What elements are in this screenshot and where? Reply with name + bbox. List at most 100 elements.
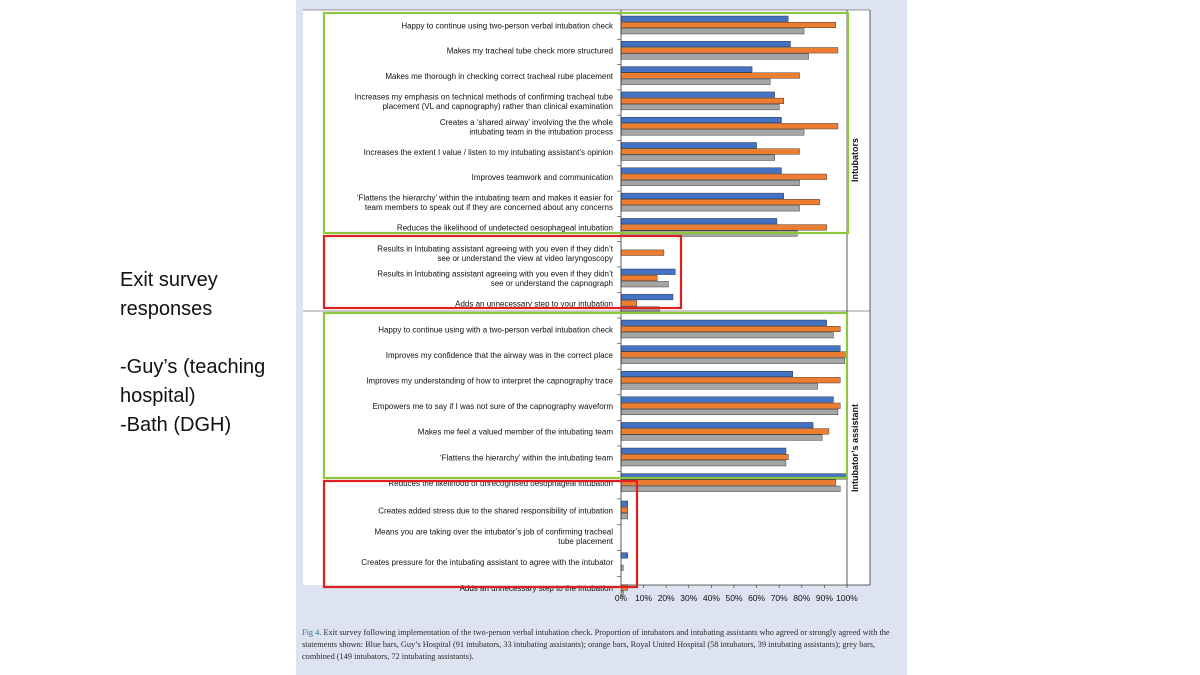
bar-blue (620, 500, 628, 507)
bar-blue (620, 91, 775, 98)
bar-blue (620, 345, 841, 352)
category-label: placement (VL and capnography) rather th… (382, 102, 613, 111)
caption-text: Exit survey following implementation of … (302, 628, 890, 661)
bar-grey (620, 205, 800, 212)
figure-caption: Fig 4. Exit survey following implementat… (302, 627, 902, 663)
category-label: Happy to continue using with a two-perso… (378, 325, 614, 334)
x-tick-label: 90% (816, 593, 833, 603)
category-label: Creates a ‘shared airway’ involving the … (440, 118, 614, 127)
bar-blue (620, 294, 674, 301)
category-label: Results in Intubating assistant agreeing… (377, 270, 613, 279)
bar-orange (620, 454, 789, 461)
bar-orange (620, 72, 800, 79)
category-label: Reduces the likelihood of undetected oes… (397, 224, 613, 233)
category-label: Reduces the likelihood of unrecognised o… (388, 479, 613, 488)
group-label: Intubators (850, 138, 860, 182)
bar-orange (620, 22, 836, 29)
category-label: team members to speak out if they are co… (365, 203, 613, 212)
bar-grey (620, 78, 771, 85)
category-label: Results in Intubating assistant agreeing… (377, 244, 613, 253)
caption-label: Fig 4. (302, 628, 322, 637)
category-label: Increases the extent I value / listen to… (364, 148, 613, 157)
category-label: Adds an unnecessary step to your intubat… (455, 300, 613, 309)
bar-grey (620, 434, 823, 441)
side-note-line: Exit survey (120, 269, 218, 291)
category-label: Creates added stress due to the shared r… (378, 506, 613, 515)
side-note-line: -Guy’s (teaching (120, 356, 266, 378)
bar-blue (620, 218, 778, 225)
bar-orange (620, 123, 839, 130)
bar-grey (620, 460, 787, 467)
bar-orange (620, 97, 784, 104)
bar-grey (620, 53, 809, 60)
category-label: see or understand the view at video lary… (437, 254, 613, 263)
bar-blue (620, 268, 676, 275)
category-label: ‘Flattens the hierarchy’ within the intu… (357, 194, 614, 203)
side-note-line: -Bath (DGH) (120, 414, 232, 436)
bar-grey (620, 485, 841, 492)
bar-grey (620, 513, 628, 520)
bar-orange (620, 173, 827, 180)
category-label: Increases my emphasis on technical metho… (355, 92, 614, 101)
category-label: Makes my tracheal tube check more struct… (447, 47, 613, 56)
x-tick-label: 10% (635, 593, 652, 603)
bar-grey (620, 590, 624, 597)
category-label: Improves my understanding of how to inte… (366, 377, 613, 386)
category-label: intubating team in the intubation proces… (469, 127, 613, 136)
side-notes: Exit survey responses -Guy’s (teaching h… (120, 266, 295, 440)
bar-blue (620, 142, 757, 149)
bar-orange (620, 148, 800, 155)
bar-blue (620, 116, 782, 123)
category-label: Creates pressure for the intubating assi… (361, 558, 613, 567)
x-tick-label: 30% (680, 593, 697, 603)
bar-grey (620, 129, 805, 136)
bar-grey (620, 154, 775, 161)
group-label: Intubator’s assistant (850, 404, 860, 492)
bar-orange (620, 300, 638, 307)
bar-grey (620, 104, 780, 111)
highlight-box-red (322, 234, 683, 310)
category-label: Makes me thorough in checking correct tr… (385, 72, 613, 81)
bar-blue (620, 371, 793, 378)
bar-orange (620, 47, 839, 54)
category-label: tube placement (558, 537, 613, 546)
category-label: Makes me feel a valued member of the int… (418, 428, 614, 437)
bar-orange (620, 428, 830, 435)
x-tick-label: 60% (748, 593, 765, 603)
bar-grey (620, 332, 834, 339)
bar-blue (620, 396, 834, 403)
x-tick-label: 80% (793, 593, 810, 603)
bar-grey (620, 357, 845, 364)
x-tick-label: 70% (771, 593, 788, 603)
x-tick-label: 0% (615, 593, 628, 603)
bar-blue (620, 422, 814, 429)
category-label: see or understand the capnograph (491, 279, 613, 288)
bar-orange (620, 479, 836, 486)
category-label: Happy to continue using two-person verba… (401, 21, 614, 30)
highlight-box-green (322, 11, 850, 235)
bar-orange (620, 506, 628, 513)
side-note-line: responses (120, 298, 213, 320)
bar-orange (620, 377, 841, 384)
category-label: Means you are taking over the intubator’… (374, 527, 613, 536)
bar-orange (620, 275, 658, 282)
bar-grey (620, 383, 818, 390)
bar-blue (620, 552, 628, 559)
category-label: ‘Flattens the hierarchy’ within the intu… (440, 453, 613, 462)
category-label: Adds an unnecessary step to the intubati… (460, 584, 613, 593)
category-label: Improves teamwork and communication (472, 173, 613, 182)
bar-orange (620, 249, 665, 256)
highlight-box-green (322, 311, 849, 480)
bar-orange (620, 224, 827, 231)
bar-blue (620, 447, 787, 454)
highlight-box-red (322, 479, 639, 589)
bar-orange (620, 351, 848, 358)
bar-blue (620, 41, 791, 48)
x-tick-label: 20% (658, 593, 675, 603)
x-tick-label: 50% (725, 593, 742, 603)
bar-blue (620, 167, 782, 174)
bar-grey (620, 179, 800, 186)
bar-grey (620, 281, 669, 288)
category-label: Improves my confidence that the airway w… (386, 351, 614, 360)
